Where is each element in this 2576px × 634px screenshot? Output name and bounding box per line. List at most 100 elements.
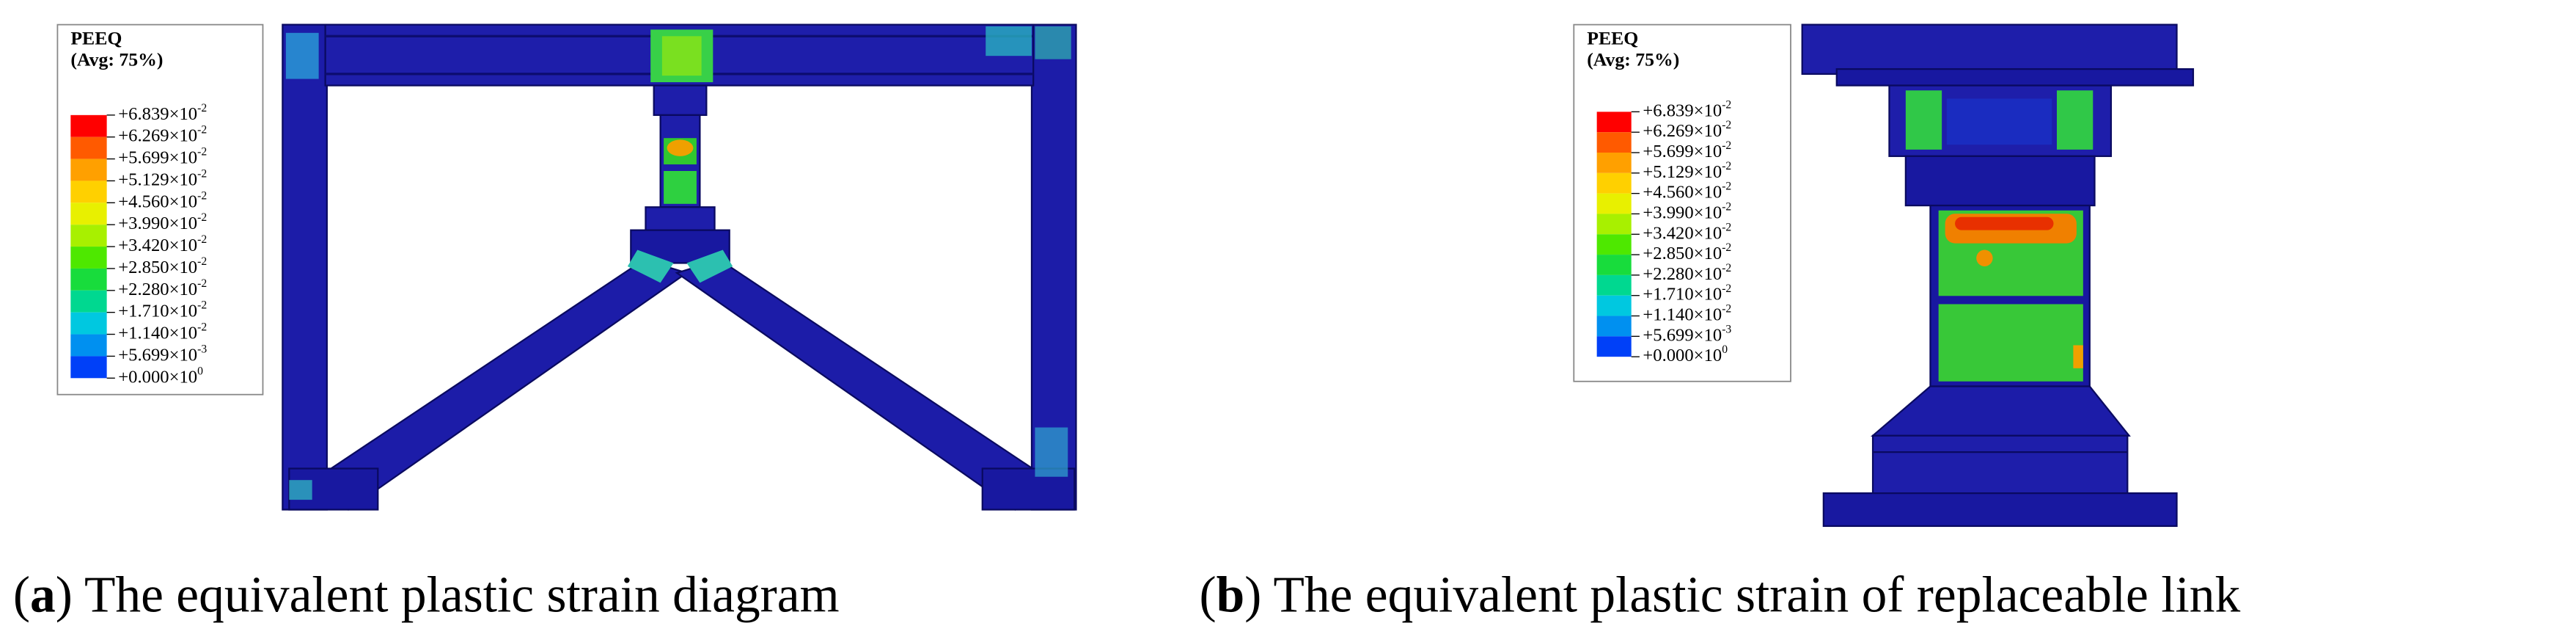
legend-label: +2.850×10-2 [118, 255, 207, 277]
color-band [70, 136, 107, 159]
legend-label-base: +2.280×10 [118, 279, 197, 299]
legend-label-base: +6.839×10 [1643, 101, 1722, 120]
legend-label-base: +5.699×10 [1643, 142, 1722, 161]
caption-text: ) The equivalent plastic strain of repla… [1244, 566, 2240, 623]
legend-label-exp: -2 [197, 277, 207, 289]
legend-label-base: +3.420×10 [1643, 223, 1722, 243]
caption-label: b [1217, 566, 1245, 623]
color-band [1596, 255, 1632, 275]
color-band [70, 114, 107, 137]
legend-label: +5.699×10-2 [1643, 139, 1731, 161]
legend-label-base: +0.000×10 [118, 367, 197, 387]
legend-label-base: +3.990×10 [1643, 203, 1722, 222]
color-band [1596, 274, 1632, 296]
legend-label-base: +3.420×10 [118, 236, 197, 255]
legend-label-exp: -2 [1722, 180, 1731, 192]
color-band [1596, 193, 1632, 214]
color-band [70, 158, 107, 181]
legend-title: PEEQ [1587, 27, 1638, 48]
legend-label-exp: -2 [1722, 159, 1731, 172]
legend-label-exp: -2 [1722, 221, 1731, 233]
legend-label: +1.710×10-2 [1643, 282, 1731, 304]
legend-label-base: +4.560×10 [118, 192, 197, 211]
color-band [1596, 214, 1632, 235]
caption-text: ) The equivalent plastic strain diagram [56, 566, 840, 623]
legend-label-base: +6.269×10 [118, 125, 197, 145]
legend-label: +2.280×10-2 [1643, 262, 1731, 284]
color-band [70, 290, 107, 313]
color-band [1596, 336, 1632, 357]
legend-label: +3.420×10-2 [1643, 221, 1731, 243]
legend-label-exp: 0 [1722, 343, 1728, 356]
legend-label: +5.699×10-2 [118, 145, 207, 167]
caption-label: a [30, 566, 56, 623]
color-band [70, 312, 107, 335]
legend-label-base: +1.710×10 [1643, 284, 1722, 304]
color-band [70, 203, 107, 225]
figure-content: PEEQ(Avg: 75%)+6.839×10-2+6.269×10-2+5.6… [13, 23, 2241, 623]
legend-label: +2.280×10-2 [118, 277, 207, 299]
color-band [70, 334, 107, 357]
legend-label-exp: -2 [1722, 139, 1731, 152]
color-band [1596, 234, 1632, 255]
caption-open: ( [1199, 566, 1216, 623]
legend-label-base: +1.710×10 [118, 301, 197, 321]
legend-label-exp: -2 [197, 233, 207, 246]
legend-label-base: +5.129×10 [118, 170, 197, 189]
legend-label: +5.699×10-3 [1643, 323, 1731, 345]
legend-label: +1.140×10-2 [1643, 302, 1731, 324]
legend-label-exp: -2 [1722, 98, 1731, 111]
legend-label-exp: -2 [197, 101, 207, 114]
legend-label: +2.850×10-2 [1643, 241, 1731, 263]
legend-title: PEEQ [70, 27, 122, 48]
legend-label-base: +6.839×10 [118, 103, 197, 123]
legend-label: +1.710×10-2 [118, 299, 207, 321]
legend-label-exp: -2 [197, 211, 207, 224]
caption: (b) The equivalent plastic strain of rep… [1199, 566, 2240, 623]
legend-label-exp: -2 [197, 255, 207, 268]
legend-label: +5.129×10-2 [1643, 159, 1731, 181]
legend-label-base: +1.140×10 [118, 323, 197, 343]
legend-label-base: +2.280×10 [1643, 264, 1722, 284]
color-band [1596, 172, 1632, 194]
legend-label-base: +5.699×10 [118, 147, 197, 167]
frame-model [282, 23, 1077, 511]
color-band [70, 247, 107, 269]
legend-label-exp: -2 [1722, 119, 1731, 131]
link-model [1801, 23, 2195, 528]
legend-label-base: +4.560×10 [1643, 182, 1722, 202]
color-band [1596, 112, 1632, 133]
legend-label: +6.839×10-2 [118, 101, 207, 123]
legend-label-exp: 0 [197, 365, 203, 377]
color-band [70, 225, 107, 247]
legend-label: +6.839×10-2 [1643, 98, 1731, 120]
legend-label: +0.000×100 [1643, 343, 1728, 365]
color-band [1596, 152, 1632, 173]
legend-label: +3.990×10-2 [118, 211, 207, 233]
legend-label-exp: -2 [1722, 282, 1731, 294]
color-band [1596, 316, 1632, 337]
legend-label-exp: -2 [1722, 200, 1731, 213]
legend-label: +1.140×10-2 [118, 321, 207, 343]
legend-label-exp: -2 [197, 321, 207, 333]
legend-label-base: +5.129×10 [1643, 161, 1722, 181]
caption-open: ( [13, 566, 30, 623]
color-band [70, 181, 107, 203]
legend-label-base: +3.990×10 [118, 214, 197, 233]
legend-label: +6.269×10-2 [118, 123, 207, 145]
legend-label-base: +6.269×10 [1643, 121, 1722, 141]
legend-label-exp: -2 [197, 189, 207, 202]
legend-label-exp: -2 [197, 299, 207, 311]
legend-label-base: +1.140×10 [1643, 305, 1722, 324]
legend-label-base: +5.699×10 [118, 345, 197, 365]
legend-label-exp: -2 [197, 145, 207, 158]
legend-label-base: +2.850×10 [1643, 244, 1722, 263]
legend-label-base: +2.850×10 [118, 258, 197, 277]
legend-label: +4.560×10-2 [118, 189, 207, 211]
legend-label: +6.269×10-2 [1643, 119, 1731, 141]
color-band [70, 268, 107, 291]
caption: (a) The equivalent plastic strain diagra… [13, 566, 840, 623]
legend-subtitle: (Avg: 75%) [1587, 49, 1679, 70]
legend-label-exp: -2 [197, 123, 207, 136]
